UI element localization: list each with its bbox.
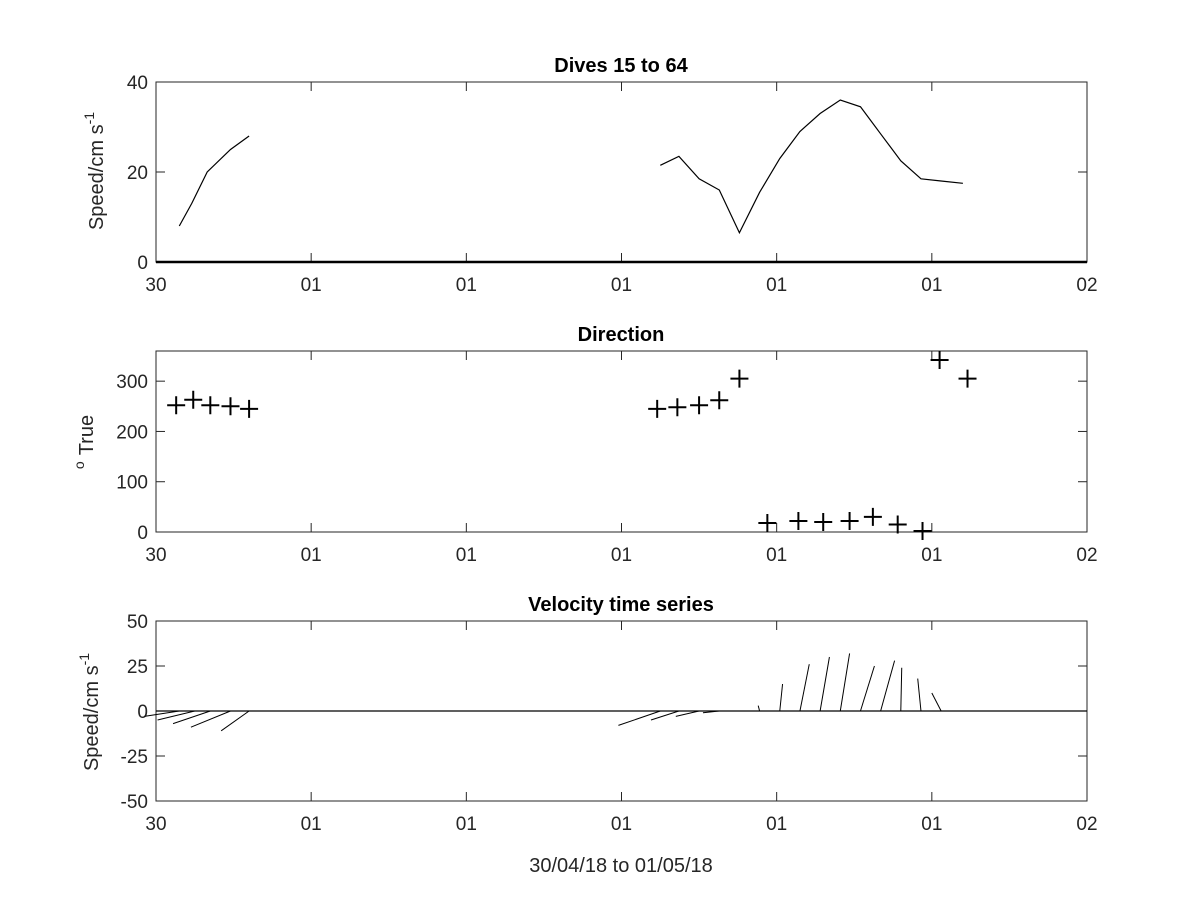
direction-plus-marker bbox=[789, 511, 808, 530]
speed-x-tick-label: 30 bbox=[145, 275, 166, 296]
direction-plus-marker bbox=[710, 391, 729, 410]
velocity-y-tick-label: -50 bbox=[121, 792, 148, 813]
velocity-stick bbox=[220, 710, 250, 732]
velocity-y-axis-label: Speed/cm s-1 bbox=[76, 653, 103, 771]
velocity-panel-title: Velocity time series bbox=[528, 594, 714, 616]
speed-panel-title: Dives 15 to 64 bbox=[554, 55, 688, 77]
velocity-stick bbox=[900, 667, 903, 712]
velocity-y-tick-label: -25 bbox=[121, 747, 148, 768]
velocity-y-tick-label: 50 bbox=[127, 612, 148, 633]
direction-plus-marker bbox=[814, 512, 833, 531]
direction-x-tick-label: 30 bbox=[145, 545, 166, 566]
velocity-stick bbox=[650, 710, 680, 721]
direction-x-tick-label: 01 bbox=[301, 545, 322, 566]
direction-x-tick-label: 01 bbox=[921, 545, 942, 566]
velocity-stick bbox=[859, 665, 875, 712]
direction-plus-marker bbox=[184, 390, 203, 409]
direction-x-tick-label: 01 bbox=[611, 545, 632, 566]
direction-plus-marker bbox=[913, 521, 932, 540]
velocity-x-tick-label: 01 bbox=[921, 814, 942, 835]
direction-panel-title: Direction bbox=[578, 324, 665, 346]
speed-series-line-2 bbox=[660, 99, 963, 235]
speed-plot-area: 30 01 01 01 01 01 02 0 20 40 bbox=[127, 73, 1098, 296]
direction-plus-marker bbox=[930, 351, 949, 370]
velocity-x-tick-label: 01 bbox=[456, 814, 477, 835]
direction-plus-marker bbox=[167, 396, 186, 415]
direction-plus-marker bbox=[840, 511, 859, 530]
direction-y-tick-label: 300 bbox=[116, 372, 148, 393]
velocity-stick bbox=[144, 710, 180, 717]
velocity-stick bbox=[779, 683, 784, 712]
velocity-stick bbox=[917, 678, 922, 712]
direction-plus-marker bbox=[221, 397, 240, 416]
direction-plus-marker bbox=[668, 398, 687, 417]
velocity-x-tick-label: 01 bbox=[766, 814, 787, 835]
velocity-x-tick-label: 01 bbox=[301, 814, 322, 835]
velocity-stick bbox=[931, 692, 942, 712]
direction-plus-marker bbox=[201, 396, 220, 415]
speed-x-tick-label: 01 bbox=[611, 275, 632, 296]
velocity-x-tick-label: 01 bbox=[611, 814, 632, 835]
velocity-x-tick-label: 30 bbox=[145, 814, 166, 835]
velocity-stick bbox=[190, 710, 231, 728]
speed-x-tick-label: 01 bbox=[921, 275, 942, 296]
velocity-x-tick-label: 02 bbox=[1076, 814, 1097, 835]
direction-plus-marker bbox=[648, 399, 667, 418]
speed-series-line-1 bbox=[178, 135, 250, 227]
speed-x-tick-label: 01 bbox=[456, 275, 477, 296]
direction-plus-marker bbox=[730, 369, 749, 388]
velocity-y-tick-label: 25 bbox=[127, 657, 148, 678]
velocity-x-axis-label: 30/04/18 to 01/05/18 bbox=[529, 855, 713, 877]
speed-y-tick-label: 0 bbox=[137, 253, 148, 274]
velocity-stick bbox=[157, 710, 195, 721]
velocity-y-tick-label: 0 bbox=[137, 702, 148, 723]
direction-plus-marker bbox=[240, 399, 259, 418]
direction-plus-marker bbox=[888, 515, 907, 534]
velocity-stick bbox=[880, 660, 896, 712]
velocity-stick bbox=[819, 656, 830, 712]
direction-x-tick-label: 02 bbox=[1076, 545, 1097, 566]
direction-y-tick-label: 0 bbox=[137, 523, 148, 544]
velocity-plot-area: 30 01 01 01 01 01 02 -50 -25 0 25 50 bbox=[121, 612, 1098, 835]
direction-panel: Direction 30 01 01 01 01 01 02 0 100 200 300 oTrue bbox=[71, 324, 1098, 566]
speed-x-tick-label: 01 bbox=[766, 275, 787, 296]
velocity-stick bbox=[618, 710, 661, 726]
speed-x-tick-label: 01 bbox=[301, 275, 322, 296]
direction-plus-marker bbox=[758, 513, 777, 532]
speed-x-tick-label: 02 bbox=[1076, 275, 1097, 296]
speed-panel: Dives 15 to 64 30 01 01 01 01 01 02 0 20 40 Speed… bbox=[81, 55, 1098, 296]
velocity-panel: Velocity time series 30 01 01 01 01 01 02 -50 -2… bbox=[76, 594, 1098, 877]
direction-x-tick-label: 01 bbox=[766, 545, 787, 566]
direction-plus-marker bbox=[690, 396, 709, 415]
velocity-stick bbox=[839, 653, 851, 712]
direction-plus-marker bbox=[863, 507, 882, 526]
direction-plus-marker bbox=[958, 369, 977, 388]
velocity-stick bbox=[675, 710, 700, 717]
speed-y-tick-label: 20 bbox=[127, 163, 148, 184]
direction-x-tick-label: 01 bbox=[456, 545, 477, 566]
direction-y-tick-label: 100 bbox=[116, 473, 148, 494]
speed-y-tick-label: 40 bbox=[127, 73, 148, 94]
speed-y-axis-label: Speed/cm s-1 bbox=[81, 112, 108, 230]
direction-y-tick-label: 200 bbox=[116, 422, 148, 443]
velocity-stick bbox=[757, 705, 761, 712]
velocity-stick bbox=[702, 710, 720, 714]
direction-y-axis-label: oTrue bbox=[71, 415, 98, 469]
velocity-stick bbox=[172, 710, 211, 725]
velocity-stick bbox=[799, 664, 810, 712]
direction-plot-area: 30 01 01 01 01 01 02 0 100 200 300 bbox=[116, 350, 1098, 566]
